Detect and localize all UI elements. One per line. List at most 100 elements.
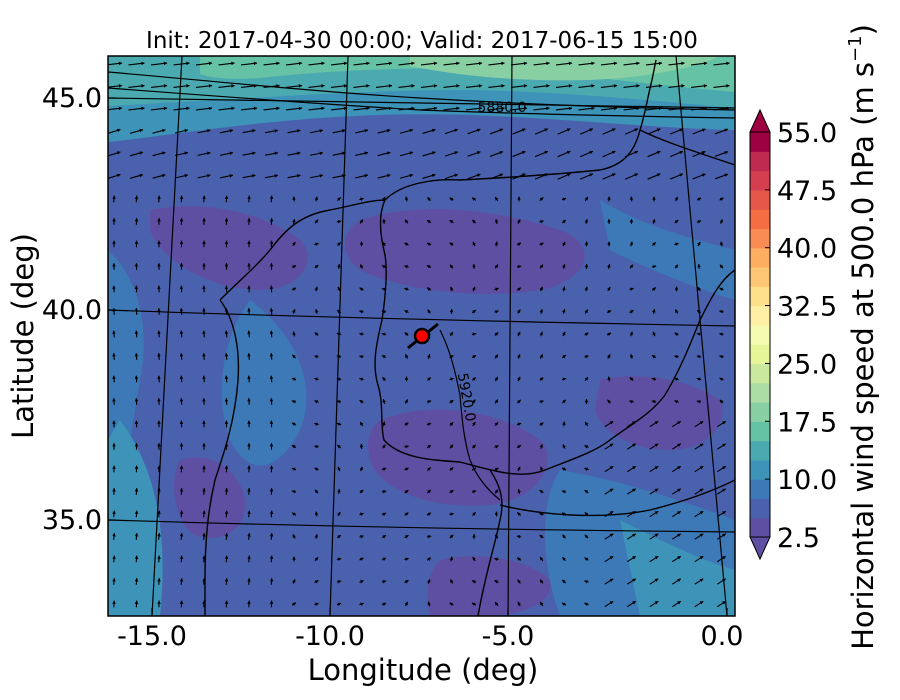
wind-arrow <box>696 355 702 359</box>
wind-arrow <box>157 555 161 563</box>
wind-arrow <box>315 308 319 314</box>
wind-arrow <box>471 490 477 494</box>
wind-arrow <box>674 264 679 269</box>
wind-arrow <box>623 106 640 111</box>
wind-arrow <box>377 151 391 157</box>
wind-arrow <box>488 84 505 89</box>
wind-arrow <box>150 84 168 89</box>
wind-arrow <box>359 421 364 427</box>
wind-arrow <box>449 331 454 337</box>
wind-arrow <box>420 84 438 89</box>
wind-arrow <box>578 84 595 89</box>
wind-arrow <box>157 510 161 518</box>
location-marker <box>407 322 439 350</box>
wind-arrow <box>489 128 504 135</box>
land-boundary-west <box>219 199 386 301</box>
wind-arrow <box>287 174 301 179</box>
wind-arrow <box>336 422 342 426</box>
wind-arrow <box>694 465 704 473</box>
wind-arrow <box>539 264 544 269</box>
wind-arrow <box>269 555 274 563</box>
wind-arrow <box>651 287 657 291</box>
wind-arrow <box>717 488 726 495</box>
wind-arrow <box>562 241 566 247</box>
wind-arrow <box>717 578 726 585</box>
colorbar-bin <box>750 189 770 210</box>
colorbar-bin <box>750 324 770 345</box>
wind-arrow <box>112 532 116 540</box>
x-tick-label: -15.0 <box>117 621 187 652</box>
wind-arrow <box>337 241 341 247</box>
wind-arrow <box>128 84 145 89</box>
wind-arrow <box>157 375 161 383</box>
wind-arrow <box>692 173 706 180</box>
wind-arrow <box>359 264 364 269</box>
wind-arrow <box>240 84 258 89</box>
wind-arrow <box>108 173 121 179</box>
wind-arrow <box>471 354 477 359</box>
wind-arrow <box>382 218 386 224</box>
wind-arrow <box>337 511 341 517</box>
wind-arrow <box>494 287 499 291</box>
wind-arrow <box>449 197 454 201</box>
wind-arrow <box>488 61 505 66</box>
wind-arrow <box>561 579 567 584</box>
wind-arrow <box>557 150 571 158</box>
wind-arrow <box>444 128 459 135</box>
wind-arrow <box>494 376 499 382</box>
wind-arrow <box>668 84 685 89</box>
wind-arrow <box>173 84 190 89</box>
wind-arrow <box>353 61 370 66</box>
wind-arrow <box>652 308 656 314</box>
wind-arrow <box>717 510 726 518</box>
colorbar-extend-under <box>749 536 771 561</box>
colorbar-bin <box>750 440 770 461</box>
wind-arrow <box>359 197 364 201</box>
parallel-40 <box>108 309 735 327</box>
wind-arrow <box>242 174 256 179</box>
wind-arrow <box>218 106 235 111</box>
wind-arrow <box>561 602 567 606</box>
wind-arrow <box>381 602 387 607</box>
wind-arrow <box>134 532 139 540</box>
wind-arrow <box>584 534 589 539</box>
wind-arrow <box>422 151 436 157</box>
wind-arrow <box>647 173 661 180</box>
wind-arrow <box>398 61 415 66</box>
wind-arrow <box>330 84 348 89</box>
wind-arrow <box>539 196 544 202</box>
wind-arrow <box>561 377 567 381</box>
wind-arrow <box>627 578 636 585</box>
wind-arrow <box>719 287 724 291</box>
wind-arrow <box>651 264 657 269</box>
wind-arrow <box>669 173 684 180</box>
colorbar-tick-label: 10.0 <box>777 465 837 496</box>
wind-arrow <box>471 197 477 201</box>
wind-arrow <box>649 443 659 450</box>
wind-arrow <box>314 286 318 292</box>
wind-arrow <box>314 467 319 471</box>
wind-arrow <box>404 557 409 561</box>
wind-arrow <box>719 354 724 359</box>
wind-arrow <box>539 601 544 607</box>
wind-arrow <box>218 84 235 89</box>
wind-arrow <box>533 84 550 89</box>
wind-arrow <box>584 489 589 494</box>
wind-arrow <box>240 61 258 66</box>
colorbar-tick-label: 25.0 <box>777 349 837 380</box>
wind-arrow <box>449 219 454 224</box>
wind-arrow <box>359 602 364 606</box>
wind-arrow <box>584 467 589 471</box>
wind-arrow <box>717 443 726 450</box>
wind-speed-fill <box>108 56 735 616</box>
wind-arrow <box>398 84 415 89</box>
wind-arrow <box>247 532 251 540</box>
wind-arrow <box>202 510 206 518</box>
wind-arrow <box>562 534 566 539</box>
wind-arrow <box>359 310 364 314</box>
wind-arrow <box>359 535 364 539</box>
wind-arrow <box>604 465 614 473</box>
wind-arrow <box>539 220 544 224</box>
wind-arrow <box>291 489 297 494</box>
wind-arrow <box>443 84 460 89</box>
